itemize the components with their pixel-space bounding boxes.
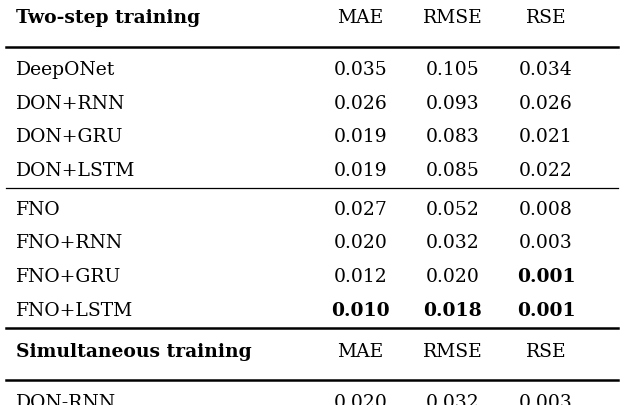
Text: 0.019: 0.019 bbox=[334, 128, 388, 146]
Text: FNO+RNN: FNO+RNN bbox=[16, 234, 123, 252]
Text: 0.020: 0.020 bbox=[334, 393, 388, 405]
Text: RSE: RSE bbox=[525, 342, 567, 360]
Text: Simultaneous training: Simultaneous training bbox=[16, 342, 251, 360]
Text: 0.001: 0.001 bbox=[517, 301, 575, 319]
Text: 0.020: 0.020 bbox=[426, 267, 479, 286]
Text: MAE: MAE bbox=[338, 342, 384, 360]
Text: 0.027: 0.027 bbox=[334, 200, 388, 218]
Text: 0.026: 0.026 bbox=[519, 94, 573, 112]
Text: FNO+LSTM: FNO+LSTM bbox=[16, 301, 133, 319]
Text: RMSE: RMSE bbox=[422, 342, 482, 360]
Text: 0.018: 0.018 bbox=[423, 301, 482, 319]
Text: DON+GRU: DON+GRU bbox=[16, 128, 123, 146]
Text: 0.083: 0.083 bbox=[426, 128, 479, 146]
Text: 0.003: 0.003 bbox=[519, 234, 573, 252]
Text: 0.008: 0.008 bbox=[519, 200, 573, 218]
Text: 0.035: 0.035 bbox=[334, 61, 388, 79]
Text: RSE: RSE bbox=[525, 9, 567, 27]
Text: 0.019: 0.019 bbox=[334, 162, 388, 179]
Text: MAE: MAE bbox=[338, 9, 384, 27]
Text: FNO: FNO bbox=[16, 200, 61, 218]
Text: 0.022: 0.022 bbox=[519, 162, 573, 179]
Text: DeepONet: DeepONet bbox=[16, 61, 115, 79]
Text: DON-RNN: DON-RNN bbox=[16, 393, 115, 405]
Text: 0.034: 0.034 bbox=[519, 61, 573, 79]
Text: DON+LSTM: DON+LSTM bbox=[16, 162, 135, 179]
Text: 0.001: 0.001 bbox=[517, 267, 575, 286]
Text: 0.010: 0.010 bbox=[331, 301, 390, 319]
Text: 0.105: 0.105 bbox=[426, 61, 479, 79]
Text: DON+RNN: DON+RNN bbox=[16, 94, 125, 112]
Text: Two-step training: Two-step training bbox=[16, 9, 200, 27]
Text: 0.085: 0.085 bbox=[426, 162, 479, 179]
Text: 0.032: 0.032 bbox=[426, 393, 479, 405]
Text: 0.003: 0.003 bbox=[519, 393, 573, 405]
Text: 0.026: 0.026 bbox=[334, 94, 388, 112]
Text: FNO+GRU: FNO+GRU bbox=[16, 267, 121, 286]
Text: 0.020: 0.020 bbox=[334, 234, 388, 252]
Text: 0.032: 0.032 bbox=[426, 234, 479, 252]
Text: 0.012: 0.012 bbox=[334, 267, 388, 286]
Text: RMSE: RMSE bbox=[422, 9, 482, 27]
Text: 0.093: 0.093 bbox=[426, 94, 479, 112]
Text: 0.021: 0.021 bbox=[519, 128, 573, 146]
Text: 0.052: 0.052 bbox=[426, 200, 479, 218]
